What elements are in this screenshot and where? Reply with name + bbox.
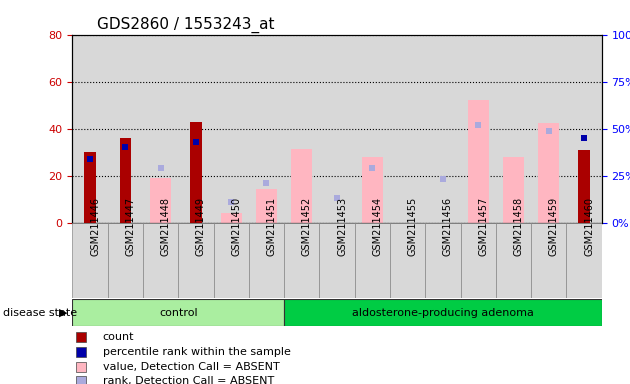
Text: GSM211457: GSM211457: [478, 197, 488, 256]
Bar: [178, 35, 214, 223]
Bar: [461, 223, 496, 298]
Bar: [578, 150, 590, 223]
Bar: [284, 223, 319, 298]
Bar: [390, 35, 425, 223]
Bar: [143, 223, 178, 298]
Bar: [120, 138, 131, 223]
Text: GSM211446: GSM211446: [90, 197, 100, 256]
Bar: [291, 149, 312, 223]
Bar: [72, 223, 108, 298]
Bar: [284, 35, 319, 223]
Text: GSM211455: GSM211455: [408, 197, 418, 256]
Bar: [214, 35, 249, 223]
Text: GSM211458: GSM211458: [513, 197, 524, 256]
Text: GSM211452: GSM211452: [302, 197, 312, 256]
Text: aldosterone-producing adenoma: aldosterone-producing adenoma: [352, 308, 534, 318]
Text: GSM211456: GSM211456: [443, 197, 453, 256]
Bar: [108, 35, 143, 223]
Bar: [496, 223, 531, 298]
Bar: [150, 177, 171, 223]
Text: percentile rank within the sample: percentile rank within the sample: [103, 347, 290, 357]
Bar: [538, 123, 559, 223]
Text: control: control: [159, 308, 198, 318]
Text: GSM211450: GSM211450: [231, 197, 241, 256]
Text: disease state: disease state: [3, 308, 77, 318]
Bar: [72, 35, 108, 223]
Bar: [319, 223, 355, 298]
Bar: [362, 157, 383, 223]
Bar: [467, 101, 489, 223]
Bar: [220, 214, 242, 223]
Bar: [72, 299, 284, 326]
Bar: [461, 35, 496, 223]
Text: GSM211460: GSM211460: [584, 197, 594, 256]
Bar: [503, 157, 524, 223]
Bar: [190, 122, 202, 223]
Text: rank, Detection Call = ABSENT: rank, Detection Call = ABSENT: [103, 376, 274, 384]
Bar: [355, 223, 390, 298]
Text: GSM211449: GSM211449: [196, 197, 206, 256]
Text: count: count: [103, 332, 134, 342]
Bar: [143, 35, 178, 223]
Bar: [425, 223, 461, 298]
Bar: [355, 35, 390, 223]
Bar: [84, 152, 96, 223]
Bar: [256, 189, 277, 223]
Text: GSM211459: GSM211459: [549, 197, 559, 256]
Text: GSM211454: GSM211454: [372, 197, 382, 256]
Bar: [390, 223, 425, 298]
Bar: [566, 223, 602, 298]
Text: value, Detection Call = ABSENT: value, Detection Call = ABSENT: [103, 362, 280, 372]
Bar: [425, 35, 461, 223]
Text: GSM211447: GSM211447: [125, 197, 135, 256]
Bar: [214, 223, 249, 298]
Bar: [249, 35, 284, 223]
Text: GSM211448: GSM211448: [161, 197, 171, 256]
Text: ▶: ▶: [59, 308, 67, 318]
Text: GDS2860 / 1553243_at: GDS2860 / 1553243_at: [97, 17, 275, 33]
Bar: [531, 223, 566, 298]
Bar: [496, 35, 531, 223]
Bar: [178, 223, 214, 298]
Bar: [249, 223, 284, 298]
Text: GSM211453: GSM211453: [337, 197, 347, 256]
Bar: [108, 223, 143, 298]
Bar: [319, 35, 355, 223]
Bar: [284, 299, 602, 326]
Bar: [566, 35, 602, 223]
Bar: [531, 35, 566, 223]
Text: GSM211451: GSM211451: [266, 197, 277, 256]
